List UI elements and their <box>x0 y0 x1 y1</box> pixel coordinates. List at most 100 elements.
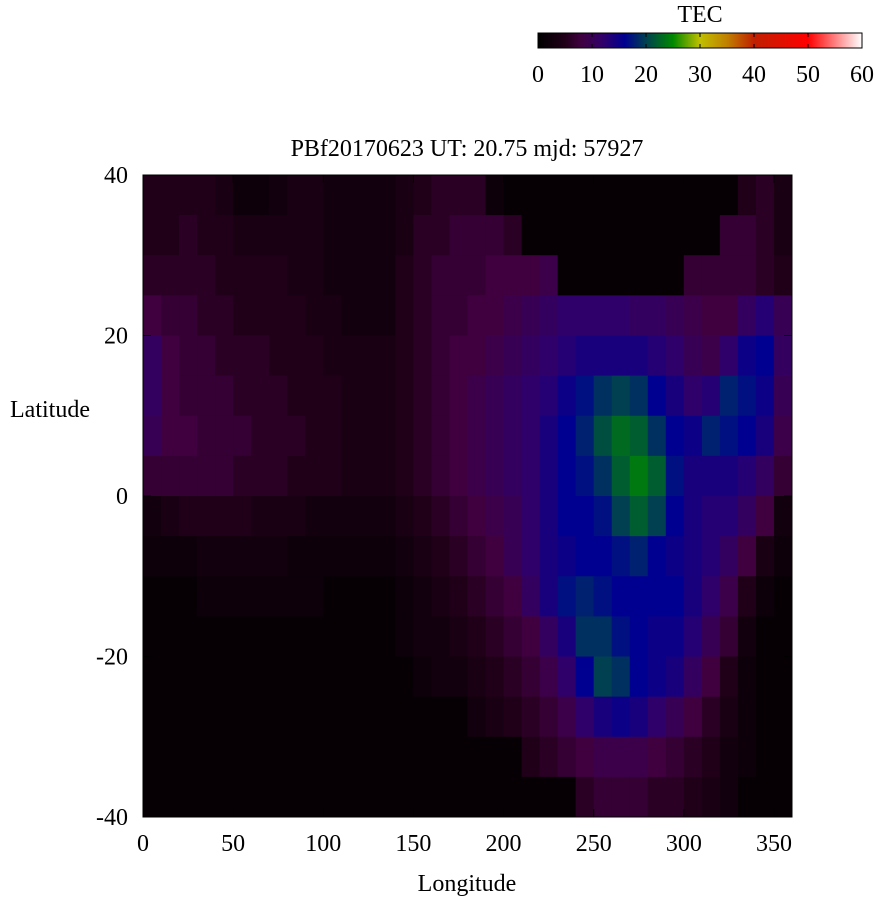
heatmap-cell <box>323 776 342 818</box>
heatmap-cell <box>431 255 450 296</box>
heatmap-cell <box>143 496 162 537</box>
heatmap-cell <box>215 455 234 497</box>
heatmap-cell <box>665 656 685 698</box>
heatmap-cell <box>449 656 468 698</box>
heatmap-cell <box>233 656 252 698</box>
heatmap-cell <box>485 375 505 417</box>
heatmap-cell <box>413 656 432 698</box>
heatmap-cell <box>341 736 360 778</box>
heatmap-cell <box>215 536 234 577</box>
heatmap-cell <box>611 536 631 577</box>
heatmap-cell <box>485 496 505 537</box>
heatmap-cell <box>179 335 198 377</box>
heatmap-cell <box>215 375 234 417</box>
heatmap-cell <box>449 215 468 256</box>
heatmap-cell <box>233 175 252 216</box>
colorbar-tick-label: 60 <box>850 62 874 88</box>
heatmap-cell <box>161 455 180 497</box>
heatmap-cell <box>287 776 306 818</box>
y-axis-label: Latitude <box>10 397 90 423</box>
heatmap-cell <box>161 776 180 818</box>
heatmap-cell <box>215 215 234 256</box>
heatmap-cell <box>287 496 306 537</box>
heatmap-cell <box>251 576 270 617</box>
heatmap-cell <box>467 335 487 377</box>
heatmap-cell <box>449 455 468 497</box>
heatmap-cell <box>503 496 523 537</box>
heatmap-cell <box>683 175 703 216</box>
heatmap-cell <box>575 656 595 698</box>
heatmap-cell <box>251 656 270 698</box>
colorbar-tick-label: 0 <box>532 62 544 88</box>
heatmap-cell <box>197 415 216 457</box>
heatmap-cell <box>413 455 432 497</box>
heatmap-cell <box>737 496 757 537</box>
heatmap-cell <box>449 415 468 457</box>
heatmap-cell <box>377 576 396 617</box>
heatmap-cell <box>359 696 378 738</box>
heatmap-cell <box>143 656 162 698</box>
heatmap-cell <box>557 415 577 457</box>
heatmap-cell <box>647 616 667 657</box>
heatmap-cell <box>431 175 450 216</box>
heatmap-cell <box>773 215 793 256</box>
heatmap-cell <box>557 536 577 577</box>
heatmap-cell <box>557 576 577 617</box>
heatmap-cell <box>755 696 775 738</box>
heatmap-cell <box>755 375 775 417</box>
y-tick-label: -20 <box>96 645 128 671</box>
heatmap-cell <box>377 656 396 698</box>
heatmap-cell <box>143 576 162 617</box>
heatmap-cell <box>431 335 450 377</box>
heatmap-cell <box>341 616 360 657</box>
heatmap-cell <box>161 415 180 457</box>
heatmap-cell <box>557 375 577 417</box>
heatmap-cell <box>215 295 234 336</box>
heatmap-cell <box>539 696 559 738</box>
x-tick-label: 350 <box>756 831 792 857</box>
heatmap-cell <box>413 776 432 818</box>
heatmap-cell <box>179 576 198 617</box>
heatmap-cell <box>395 415 414 457</box>
heatmap-cell <box>269 455 288 497</box>
heatmap-cell <box>539 576 559 617</box>
heatmap-cell <box>575 616 595 657</box>
heatmap-cell <box>575 536 595 577</box>
heatmap-cell <box>773 496 793 537</box>
heatmap-cell <box>215 335 234 377</box>
x-tick-label: 250 <box>576 831 612 857</box>
heatmap-cell <box>323 736 342 778</box>
heatmap-cell <box>737 776 757 818</box>
heatmap-cell <box>521 375 541 417</box>
heatmap-cell <box>683 415 703 457</box>
heatmap-cell <box>395 736 414 778</box>
heatmap-cell <box>683 696 703 738</box>
heatmap-cell <box>755 496 775 537</box>
heatmap-cell <box>305 335 324 377</box>
heatmap-cell <box>737 696 757 738</box>
heatmap-cell <box>593 335 613 377</box>
heatmap-cell <box>197 576 216 617</box>
heatmap-cell <box>413 696 432 738</box>
heatmap-cell <box>575 415 595 457</box>
heatmap-cell <box>143 335 162 377</box>
heatmap-cell <box>341 455 360 497</box>
heatmap-cell <box>449 736 468 778</box>
heatmap-cell <box>629 616 649 657</box>
heatmap-cell <box>161 496 180 537</box>
heatmap-cell <box>773 255 793 296</box>
heatmap-cell <box>215 255 234 296</box>
heatmap-cell <box>179 496 198 537</box>
heatmap-cell <box>467 375 487 417</box>
heatmap-cell <box>611 496 631 537</box>
heatmap-cell <box>611 295 631 336</box>
heatmap-cell <box>287 175 306 216</box>
heatmap-cell <box>647 295 667 336</box>
heatmap-cell <box>701 696 721 738</box>
heatmap-cell <box>143 776 162 818</box>
heatmap-cell <box>503 215 523 256</box>
heatmap-cell <box>755 736 775 778</box>
heatmap-cell <box>377 295 396 336</box>
heatmap-cell <box>251 375 270 417</box>
heatmap-cell <box>287 616 306 657</box>
